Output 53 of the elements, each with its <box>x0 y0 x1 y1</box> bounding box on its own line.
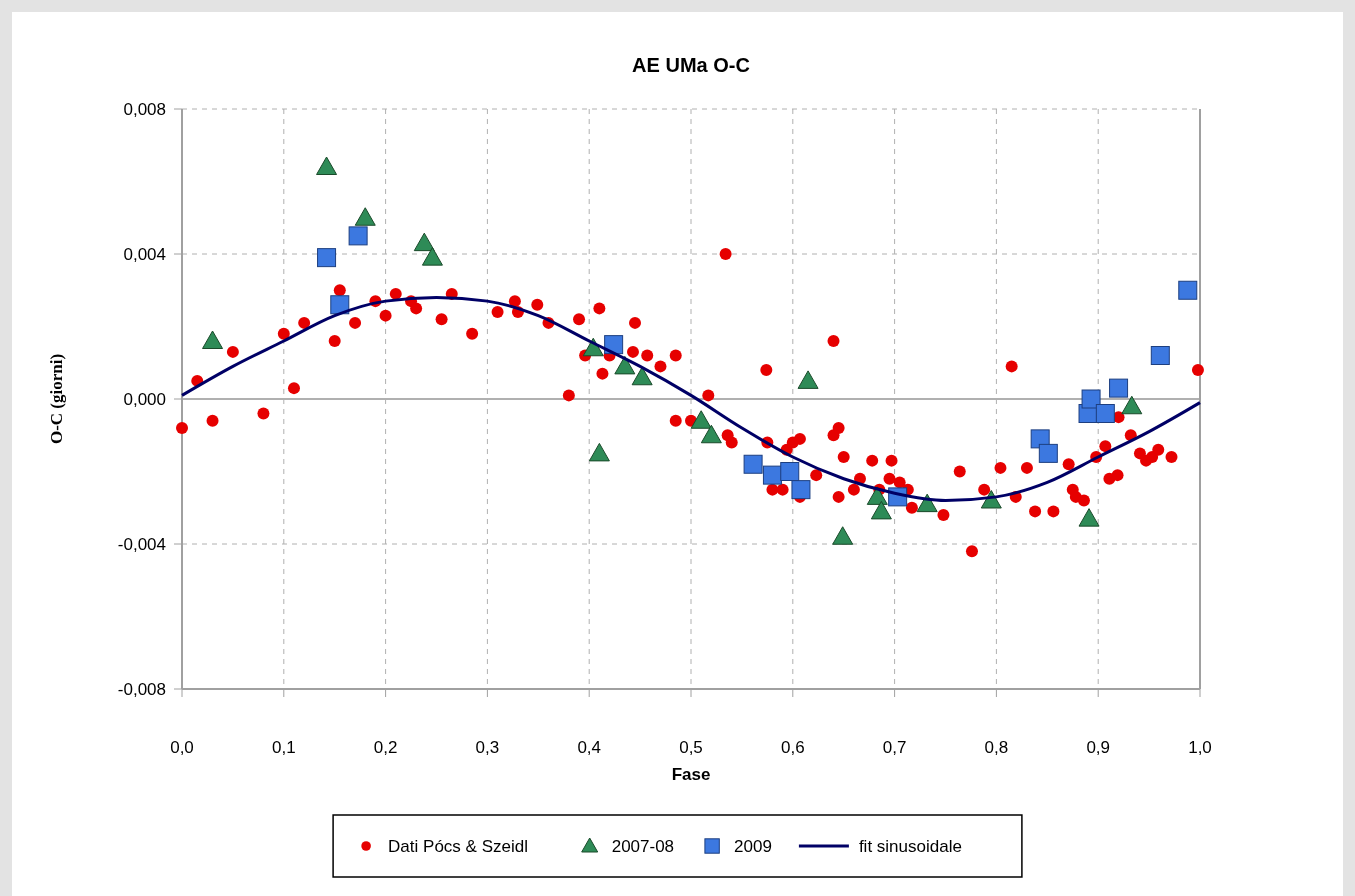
x-tick-label: 0,0 <box>170 738 194 757</box>
x-tick-label: 0,8 <box>984 738 1009 757</box>
point <box>631 366 653 386</box>
point <box>202 330 224 349</box>
point <box>743 454 763 474</box>
point <box>1038 443 1058 463</box>
point <box>317 248 337 268</box>
point <box>791 480 811 500</box>
x-tick-label: 0,1 <box>271 738 296 757</box>
x-tick-label: 0,9 <box>1086 738 1111 757</box>
point <box>690 410 712 429</box>
y-tick-label: 0,004 <box>123 245 166 264</box>
legend-label: Dati Pócs & Szeidl <box>388 837 528 856</box>
point <box>780 462 800 481</box>
y-tick-label: -0,004 <box>117 535 166 554</box>
point <box>797 370 819 389</box>
point <box>1121 395 1143 415</box>
y-axis-title: O-C (giorni) <box>47 353 66 445</box>
legend-label: 2009 <box>734 837 772 856</box>
x-axis-title: Fase <box>671 765 711 784</box>
point <box>348 226 368 246</box>
x-tick-label: 0,2 <box>373 738 398 757</box>
point <box>1081 389 1101 409</box>
point <box>330 295 350 315</box>
point <box>700 424 722 444</box>
point <box>916 493 938 513</box>
x-tick-label: 0,7 <box>882 738 907 757</box>
point <box>413 232 435 252</box>
point <box>762 465 782 485</box>
y-tick-label: -0,008 <box>117 680 166 699</box>
point <box>870 500 892 520</box>
point <box>354 207 376 226</box>
point <box>316 156 338 175</box>
legend-label: 2007-08 <box>611 837 675 856</box>
x-tick-label: 0,4 <box>577 738 602 757</box>
point <box>1178 280 1198 300</box>
chart-title: AE UMa O-C <box>632 54 750 76</box>
y-tick-label: 0,008 <box>123 100 166 119</box>
point <box>588 442 610 462</box>
point <box>1150 346 1170 365</box>
point <box>614 355 636 375</box>
point <box>421 247 443 266</box>
point <box>1095 404 1115 423</box>
legend-label: fit sinusoidale <box>858 837 962 856</box>
y-tick-label: 0,000 <box>123 390 166 409</box>
x-tick-label: 0,6 <box>780 738 805 757</box>
point <box>1109 378 1129 398</box>
point <box>866 486 888 505</box>
x-tick-label: 1,0 <box>1188 738 1212 757</box>
point <box>832 526 854 545</box>
x-tick-label: 0,3 <box>475 738 500 757</box>
x-tick-label: 0,5 <box>679 738 703 757</box>
point <box>1078 508 1100 527</box>
